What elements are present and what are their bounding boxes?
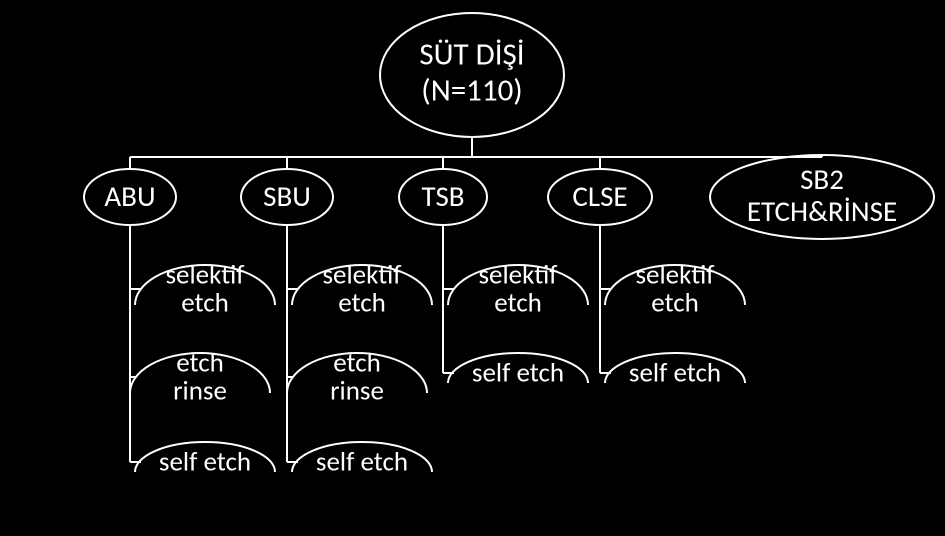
leaf-label: self etch — [316, 445, 408, 478]
leaf-label: self etch — [159, 445, 251, 478]
leaf-label-2: etch — [494, 286, 542, 319]
label-tsb: TSB — [421, 178, 464, 214]
root-line2: (N=110) — [421, 71, 522, 109]
leaf-label-2: etch — [338, 286, 386, 319]
leaf-label-2: rinse — [330, 374, 384, 407]
leaf-label-2: etch — [181, 286, 229, 319]
label-abu: ABU — [104, 178, 155, 214]
label-sbu: SBU — [263, 178, 311, 214]
label-clse: CLSE — [572, 178, 627, 214]
tree-diagram: SÜT DİŞİ(N=110) ABU SBU TSB CLSE SB2ETCH&RİNS… — [0, 0, 945, 536]
leaf-label-2: rinse — [173, 374, 227, 407]
leaf-label: self etch — [629, 356, 721, 389]
label-sb2-2: ETCH&RİNSE — [747, 193, 897, 229]
label-sb2-1: SB2 — [800, 161, 844, 197]
leaf-label-2: etch — [651, 286, 699, 319]
leaf-label: self etch — [472, 356, 564, 389]
root-line1: SÜT DİŞİ — [419, 35, 524, 73]
